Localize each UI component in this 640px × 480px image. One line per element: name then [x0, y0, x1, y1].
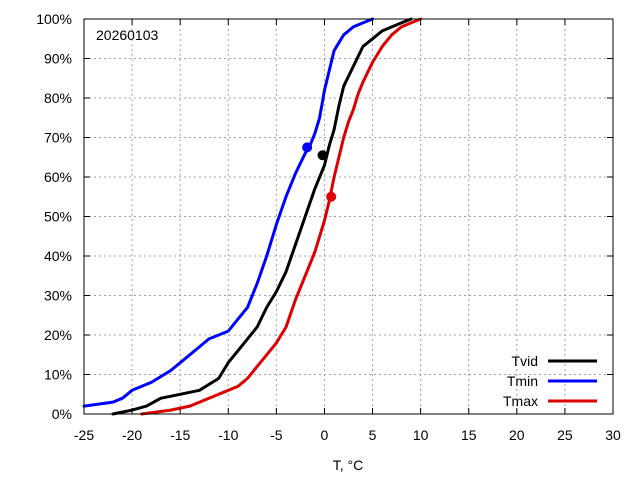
series-marker-tmax: [326, 191, 337, 202]
y-tick-label: 20%: [44, 327, 72, 343]
x-tick-label: -10: [218, 427, 238, 443]
y-tick-label: 50%: [44, 209, 72, 225]
x-tick-label: 5: [369, 427, 377, 443]
series-line-tvid: [111, 17, 413, 416]
series-marker-tvid: [317, 150, 328, 161]
y-tick-label: 80%: [44, 90, 72, 106]
x-tick-label: 0: [321, 427, 329, 443]
x-tick-label: 15: [461, 427, 477, 443]
grid-layer: [84, 19, 613, 414]
marker-layer: [302, 142, 337, 202]
x-tick-label: -15: [170, 427, 190, 443]
x-tick-label: -20: [122, 427, 142, 443]
series-line-tmin: [82, 17, 374, 408]
y-tick-label: 10%: [44, 367, 72, 383]
x-tick-label: 20: [509, 427, 525, 443]
y-tick-label: 40%: [44, 248, 72, 264]
y-tick-label: 70%: [44, 130, 72, 146]
x-tick-label: -25: [74, 427, 94, 443]
y-tick-label: 30%: [44, 288, 72, 304]
x-tick-label: 30: [605, 427, 621, 443]
y-tick-label: 90%: [44, 51, 72, 67]
date-annotation: 20260103: [96, 27, 159, 43]
series-line-tmax: [140, 17, 423, 416]
x-tick-label: 10: [413, 427, 429, 443]
legend-label-tvid: Tvid: [512, 353, 538, 369]
legend-label-tmin: Tmin: [507, 373, 538, 389]
x-tick-label: -5: [270, 427, 283, 443]
legend: Tvid Tmin Tmax: [503, 353, 597, 409]
y-tick-label: 0%: [52, 406, 72, 422]
tick-layer: -25 -20 -15 -10 -5 0 5 10 15 20 25 30 0% 10% 20% 30% 40%…: [36, 11, 621, 443]
x-tick-label: 25: [557, 427, 573, 443]
y-tick-label: 60%: [44, 169, 72, 185]
legend-label-tmax: Tmax: [503, 393, 538, 409]
x-axis-title: T, °C: [333, 457, 364, 473]
series-layer: [82, 17, 423, 416]
y-tick-label: 100%: [36, 11, 72, 27]
series-marker-tmin: [302, 142, 313, 153]
